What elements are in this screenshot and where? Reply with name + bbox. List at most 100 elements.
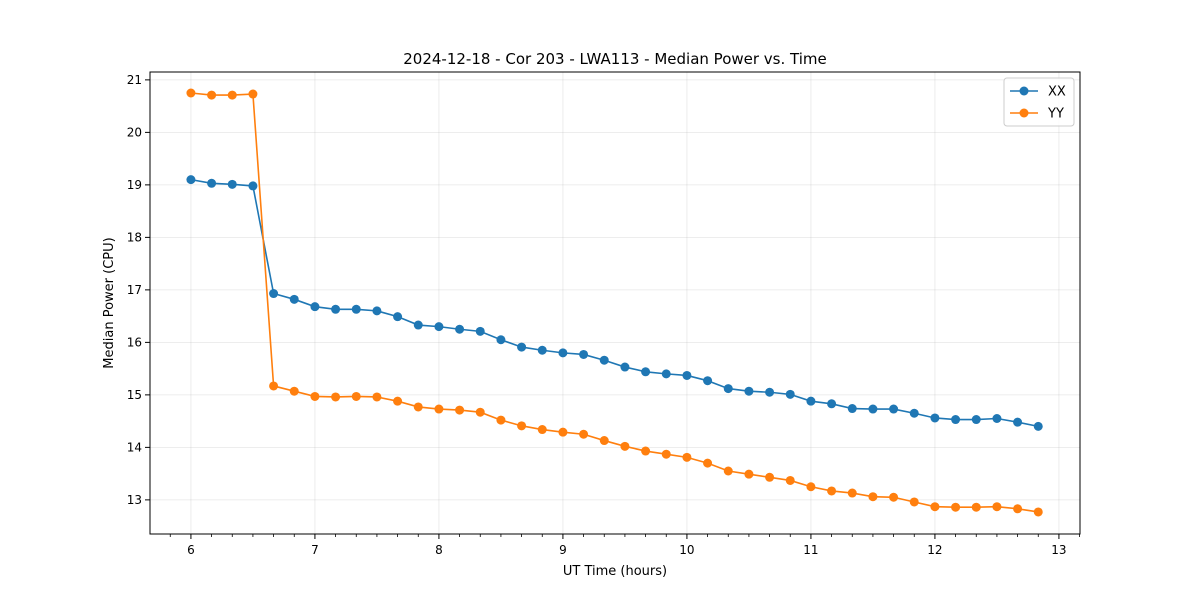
y-tick-label: 17	[127, 283, 142, 297]
y-axis-label: Median Power (CPU)	[102, 237, 117, 368]
data-point-yy	[475, 407, 485, 417]
x-tick-label: 11	[803, 543, 818, 557]
data-point-yy	[703, 458, 713, 468]
data-point-xx	[909, 408, 919, 418]
series-yy	[186, 88, 1043, 517]
data-point-xx	[744, 386, 754, 396]
series-xx	[186, 175, 1043, 431]
data-point-xx	[310, 302, 320, 312]
data-point-xx	[1033, 421, 1043, 431]
data-point-yy	[517, 421, 527, 431]
data-point-yy	[558, 427, 568, 437]
data-point-xx	[703, 376, 713, 386]
data-point-xx	[599, 355, 609, 365]
data-point-xx	[455, 324, 465, 334]
data-point-yy	[992, 502, 1002, 512]
data-point-yy	[930, 502, 940, 512]
data-point-xx	[806, 396, 816, 406]
data-point-xx	[785, 389, 795, 399]
legend-item-yy: YY	[1010, 107, 1064, 122]
data-point-xx	[496, 335, 506, 345]
data-point-xx	[413, 320, 423, 330]
data-point-yy	[682, 452, 692, 462]
data-point-xx	[1013, 417, 1023, 427]
x-tick-label: 8	[435, 543, 443, 557]
data-point-yy	[579, 429, 589, 439]
data-point-yy	[331, 392, 341, 402]
x-tick-label: 9	[559, 543, 567, 557]
data-point-yy	[765, 472, 775, 482]
legend-item-xx: XX	[1010, 85, 1066, 100]
y-tick-label: 13	[127, 493, 142, 507]
series-line-yy	[190, 92, 1039, 513]
data-point-yy	[971, 502, 981, 512]
data-point-xx	[289, 294, 299, 304]
data-point-xx	[227, 179, 237, 189]
data-point-yy	[186, 88, 196, 98]
data-point-xx	[661, 369, 671, 379]
data-point-xx	[434, 322, 444, 332]
data-point-yy	[393, 396, 403, 406]
data-point-xx	[517, 342, 527, 352]
data-point-xx	[620, 362, 630, 372]
data-point-xx	[723, 384, 733, 394]
plot-frame	[149, 71, 1081, 535]
data-point-xx	[475, 326, 485, 336]
data-point-xx	[558, 348, 568, 358]
data-point-yy	[909, 497, 919, 507]
data-point-xx	[868, 404, 878, 414]
data-point-xx	[393, 312, 403, 322]
data-point-xx	[537, 345, 547, 355]
data-point-yy	[827, 486, 837, 496]
legend-label: XX	[1048, 85, 1066, 100]
data-point-yy	[434, 404, 444, 414]
series-line-xx	[190, 178, 1039, 428]
data-point-yy	[289, 386, 299, 396]
data-point-yy	[227, 90, 237, 100]
legend-label: YY	[1047, 107, 1064, 122]
data-point-xx	[579, 349, 589, 359]
data-point-yy	[641, 446, 651, 456]
data-point-xx	[765, 387, 775, 397]
data-point-yy	[455, 405, 465, 415]
data-point-yy	[351, 391, 361, 401]
data-point-yy	[207, 90, 217, 100]
data-point-yy	[269, 381, 279, 391]
data-point-xx	[331, 304, 341, 314]
data-point-yy	[620, 441, 630, 451]
y-tick-label: 19	[127, 178, 142, 192]
data-point-xx	[372, 306, 382, 316]
data-point-xx	[351, 304, 361, 314]
data-point-yy	[1013, 504, 1023, 514]
x-axis-label: UT Time (hours)	[563, 564, 667, 579]
data-point-yy	[847, 488, 857, 498]
grid	[150, 72, 1080, 534]
data-point-yy	[1033, 507, 1043, 517]
y-tick-label: 16	[127, 335, 142, 349]
data-point-yy	[744, 469, 754, 479]
data-point-yy	[661, 449, 671, 459]
data-point-xx	[930, 413, 940, 423]
data-point-yy	[806, 482, 816, 492]
data-point-yy	[496, 415, 506, 425]
data-point-xx	[641, 367, 651, 377]
data-point-xx	[827, 399, 837, 409]
data-point-yy	[723, 466, 733, 476]
legend: XX YY	[1003, 77, 1075, 127]
data-point-xx	[847, 404, 857, 414]
data-point-xx	[951, 415, 961, 425]
data-point-xx	[207, 178, 217, 188]
y-tick-label: 21	[127, 73, 142, 87]
data-point-xx	[269, 289, 279, 299]
data-point-xx	[971, 415, 981, 425]
data-point-yy	[248, 89, 258, 99]
data-point-xx	[889, 404, 899, 414]
x-tick-label: 10	[679, 543, 694, 557]
data-point-xx	[248, 181, 258, 191]
data-point-xx	[682, 370, 692, 380]
data-point-yy	[889, 492, 899, 502]
y-tick-label: 20	[127, 125, 142, 139]
data-point-yy	[537, 425, 547, 435]
series-layer	[186, 88, 1043, 517]
